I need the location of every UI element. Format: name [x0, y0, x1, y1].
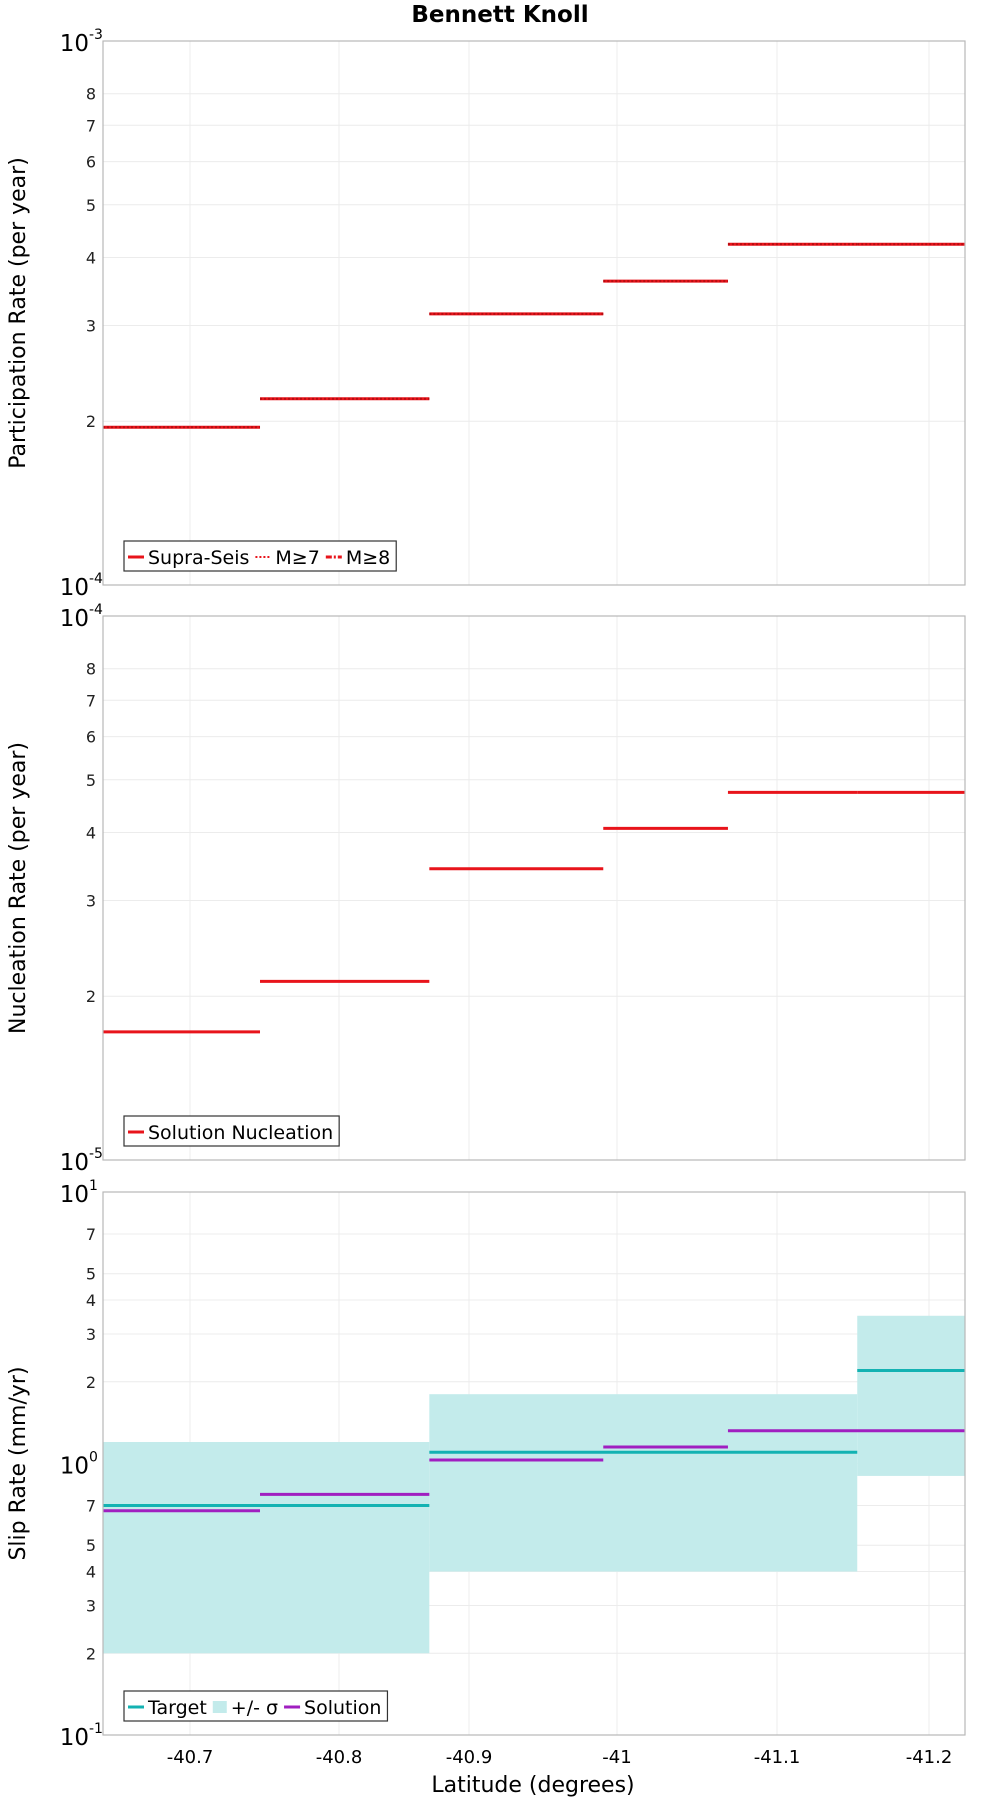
legend-box — [123, 1690, 389, 1722]
x-tick-label: -40.7 — [167, 1747, 214, 1768]
y-tick-label: 2 — [86, 1373, 96, 1392]
y-tick-label: 4 — [86, 1563, 96, 1582]
y-tick-label: 3 — [86, 891, 96, 910]
y-tick-exponent: -3 — [89, 27, 103, 43]
y-tick-label: 2 — [86, 1644, 96, 1663]
plot-frame — [102, 615, 966, 1161]
chart-title: Bennett Knoll — [411, 2, 588, 28]
y-tick-label: 6 — [86, 728, 96, 747]
legend-item: Solution — [284, 1697, 381, 1719]
y-tick-label: 10 — [60, 1182, 89, 1208]
chart-legend: Solution Nucleation — [123, 1115, 340, 1147]
legend-box — [123, 1115, 340, 1147]
y-tick-label: 10 — [60, 606, 89, 632]
y-tick-exponent: 0 — [89, 1450, 98, 1466]
legend-item: +/- σ — [212, 1697, 278, 1719]
legend-label: +/- σ — [231, 1697, 278, 1719]
legend-label: Target — [147, 1697, 207, 1719]
y-tick-exponent: -5 — [89, 1146, 103, 1162]
y-tick-label: 4 — [86, 823, 96, 842]
y-tick-label: 5 — [86, 196, 96, 215]
y-tick-label: 7 — [86, 1497, 96, 1516]
legend-label: Solution — [304, 1697, 381, 1719]
y-tick-exponent: -4 — [89, 602, 103, 618]
y-tick-label: 10 — [60, 1454, 89, 1480]
y-tick-label: 4 — [86, 248, 96, 267]
y-tick-label: 6 — [86, 153, 96, 172]
x-tick-label: -40.9 — [446, 1747, 493, 1768]
legend-item: Solution Nucleation — [128, 1122, 333, 1144]
legend-label: Solution Nucleation — [148, 1122, 333, 1144]
y-tick-label: 10 — [60, 1725, 89, 1751]
y-tick-label: 3 — [86, 1596, 96, 1615]
uncertainty-band — [857, 1315, 965, 1476]
x-axis-ticks: -40.7 -40.8 -40.9 -41 -41.1 -41.2 — [167, 1747, 953, 1768]
uncertainty-band — [103, 1442, 430, 1654]
legend-label: M≥7 — [275, 547, 319, 569]
legend-label: M≥8 — [346, 547, 390, 569]
y-tick-label: 3 — [86, 1325, 96, 1344]
uncertainty-band — [429, 1394, 858, 1572]
y-tick-exponent: 1 — [89, 1178, 98, 1194]
x-tick-label: -40.8 — [316, 1747, 363, 1768]
y-axis-label: Slip Rate (mm/yr) — [6, 1366, 31, 1560]
legend-swatch — [212, 1701, 227, 1713]
y-tick-label: 2 — [86, 987, 96, 1006]
y-tick-exponent: -1 — [89, 1721, 103, 1737]
chart-legend: Supra-Seis M≥7 M≥8 — [123, 540, 397, 572]
plot-frame — [102, 1191, 966, 1736]
y-tick-label: 10 — [60, 1150, 89, 1176]
y-axis-label: Nucleation Rate (per year) — [6, 742, 31, 1034]
legend-item: Supra-Seis — [128, 547, 249, 569]
y-tick-label: 10 — [60, 31, 89, 57]
y-tick-label: 5 — [86, 1265, 96, 1284]
x-tick-label: -41.2 — [906, 1747, 953, 1768]
x-tick-label: -41 — [602, 1747, 631, 1768]
chart-legend: Target +/- σ Solution — [123, 1690, 389, 1722]
y-tick-label: 4 — [86, 1291, 96, 1310]
y-tick-label: 5 — [86, 1536, 96, 1555]
x-axis-label: Latitude (degrees) — [431, 1773, 634, 1798]
y-tick-label: 7 — [86, 1225, 96, 1244]
y-axis-label: Participation Rate (per year) — [6, 157, 31, 469]
y-tick-label: 2 — [86, 412, 96, 431]
legend-item: M≥7 — [255, 547, 320, 569]
legend-label: Supra-Seis — [148, 547, 249, 569]
y-tick-label: 8 — [86, 85, 96, 104]
x-tick-label: -41.1 — [754, 1747, 801, 1768]
y-tick-label: 5 — [86, 771, 96, 790]
plot-frame — [102, 40, 966, 586]
y-tick-label: 3 — [86, 316, 96, 335]
y-tick-label: 7 — [86, 691, 96, 710]
legend-item: Target — [128, 1697, 207, 1719]
y-tick-label: 7 — [86, 116, 96, 135]
y-tick-label: 8 — [86, 660, 96, 679]
legend-item: M≥8 — [325, 547, 390, 569]
y-tick-exponent: -4 — [89, 571, 103, 587]
y-tick-label: 10 — [60, 575, 89, 601]
